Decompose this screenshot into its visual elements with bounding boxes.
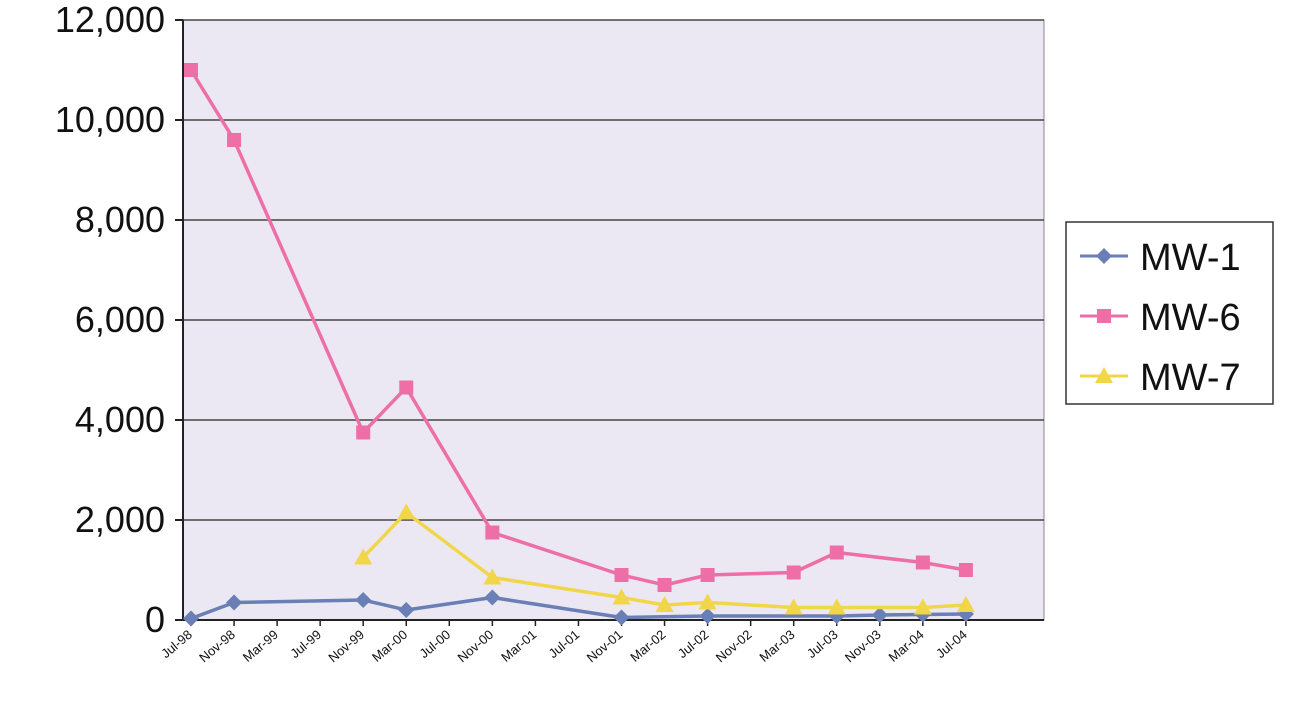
x-tick-label: Jul-00 bbox=[416, 627, 453, 661]
y-tick-label: 2,000 bbox=[75, 499, 165, 540]
data-point bbox=[227, 133, 242, 147]
data-point bbox=[483, 568, 502, 585]
x-tick-label: Nov-02 bbox=[713, 627, 755, 665]
data-point bbox=[657, 578, 672, 592]
x-tick-label: Nov-00 bbox=[455, 627, 497, 665]
x-tick-label: Mar-99 bbox=[240, 627, 281, 665]
y-tick-label: 10,000 bbox=[55, 99, 165, 140]
data-point bbox=[829, 545, 844, 560]
legend-marker bbox=[1097, 309, 1111, 323]
y-tick-label: 0 bbox=[145, 599, 165, 640]
series-line bbox=[189, 69, 967, 587]
legend-items: MW-1 MW-6 MW-7 bbox=[1080, 237, 1241, 399]
series-mw-7 bbox=[354, 503, 975, 615]
data-point bbox=[399, 380, 414, 395]
x-tick-label: Nov-98 bbox=[196, 627, 238, 665]
data-point bbox=[786, 565, 801, 580]
legend-marker bbox=[1096, 248, 1112, 264]
x-tick-label: Nov-01 bbox=[584, 627, 626, 665]
legend-item: MW-1 bbox=[1080, 237, 1241, 279]
data-point bbox=[226, 594, 243, 611]
x-tick-label: Jul-03 bbox=[804, 627, 841, 661]
data-point bbox=[356, 425, 371, 440]
x-tick-label: Jul-02 bbox=[675, 627, 712, 661]
x-tick-label: Jul-99 bbox=[287, 627, 324, 661]
data-point bbox=[398, 602, 415, 618]
data-point bbox=[958, 563, 973, 577]
data-point bbox=[397, 503, 416, 520]
legend: MW-1 MW-6 MW-7 bbox=[1065, 221, 1274, 405]
series-mw-6 bbox=[184, 63, 973, 592]
x-tick-label: Mar-00 bbox=[369, 627, 410, 665]
data-point bbox=[655, 596, 674, 612]
y-tick-labels: 0 2,000 4,000 6,000 8,000 10,000 12,000 bbox=[55, 0, 183, 640]
data-point bbox=[614, 568, 629, 582]
legend-marker bbox=[1095, 367, 1113, 383]
y-tick-label: 8,000 bbox=[75, 199, 165, 240]
x-tick-label: Nov-99 bbox=[325, 627, 367, 665]
legend-label: MW-6 bbox=[1140, 297, 1241, 339]
data-point bbox=[613, 609, 630, 626]
data-point bbox=[183, 610, 199, 627]
series-line bbox=[361, 510, 967, 610]
data-point bbox=[485, 525, 500, 540]
data-point bbox=[915, 555, 930, 570]
y-tick-label: 6,000 bbox=[75, 299, 165, 340]
y-tick-label: 12,000 bbox=[55, 0, 165, 40]
x-tick-label: Mar-03 bbox=[756, 627, 797, 665]
data-point bbox=[827, 598, 846, 615]
data-point bbox=[784, 598, 803, 615]
x-tick-label: Mar-04 bbox=[886, 627, 927, 665]
data-point bbox=[354, 548, 373, 565]
legend-label: MW-1 bbox=[1140, 237, 1241, 279]
series-mw-1 bbox=[183, 589, 974, 627]
y-tick-label: 4,000 bbox=[75, 399, 165, 440]
data-point bbox=[484, 589, 501, 606]
x-tick-label: Jul-04 bbox=[933, 627, 970, 661]
legend-item: MW-7 bbox=[1080, 357, 1241, 399]
legend-item: MW-6 bbox=[1080, 297, 1241, 339]
x-tick-label: Nov-03 bbox=[842, 627, 884, 665]
data-point bbox=[956, 596, 975, 612]
series-layer bbox=[183, 63, 975, 627]
data-point bbox=[612, 588, 631, 605]
x-tick-label: Mar-01 bbox=[498, 627, 539, 665]
legend-label: MW-7 bbox=[1140, 357, 1241, 399]
gridlines bbox=[183, 19, 1044, 521]
data-point bbox=[698, 593, 717, 610]
x-tick-label: Mar-02 bbox=[627, 627, 668, 665]
data-point bbox=[913, 598, 932, 615]
x-tick-labels: Jul-98 Nov-98 Mar-99 Jul-99 Nov-99 Mar-00 Jul-… bbox=[158, 620, 970, 665]
data-point bbox=[699, 608, 716, 624]
data-point bbox=[700, 568, 715, 582]
data-point bbox=[184, 63, 198, 77]
data-point bbox=[871, 607, 888, 623]
x-tick-label: Jul-01 bbox=[546, 627, 583, 661]
data-point bbox=[355, 592, 372, 608]
